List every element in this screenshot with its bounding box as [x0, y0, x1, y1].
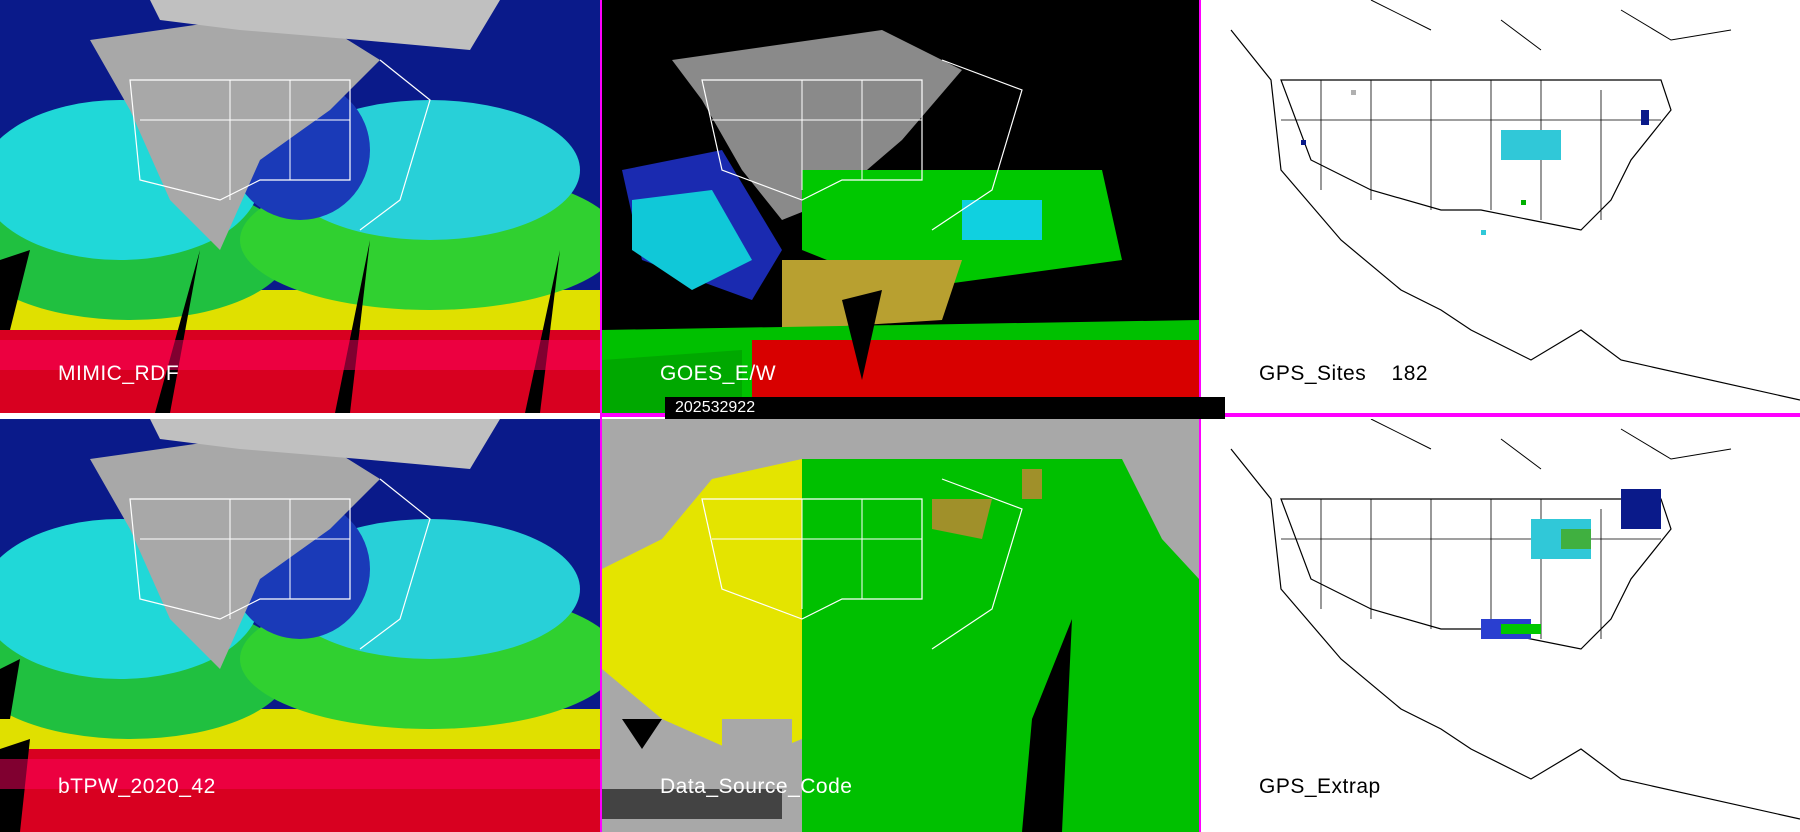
panel-label: MIMIC_RDF	[58, 362, 180, 385]
btpw-map	[0, 419, 600, 832]
timestamp-bar: 202532922	[665, 397, 1225, 419]
data-source-code-map	[602, 419, 1199, 832]
panel-label: GPS_Extrap	[1259, 775, 1381, 798]
panel-label: bTPW_2020_42	[58, 775, 216, 798]
divider-vertical-left	[600, 0, 602, 832]
panel-gps-sites: GPS_Sites 182	[1201, 0, 1800, 413]
gps-extrap-map	[1201, 419, 1800, 832]
goes-ew-map	[602, 0, 1199, 413]
panel-gps-extrap: GPS_Extrap	[1201, 419, 1800, 832]
panel-label: Data_Source_Code	[660, 775, 853, 798]
panel-label: GOES_E/W	[660, 362, 777, 385]
mimic-rdf-map	[0, 0, 600, 413]
panel-btpw: bTPW_2020_42	[0, 419, 600, 832]
panel-label: GPS_Sites 182	[1259, 362, 1429, 385]
panel-mimic-rdf: MIMIC_RDF	[0, 0, 600, 413]
gps-sites-map	[1201, 0, 1800, 413]
panel-goes-ew: GOES_E/W	[602, 0, 1199, 413]
panel-data-source-code: Data_Source_Code	[602, 419, 1199, 832]
